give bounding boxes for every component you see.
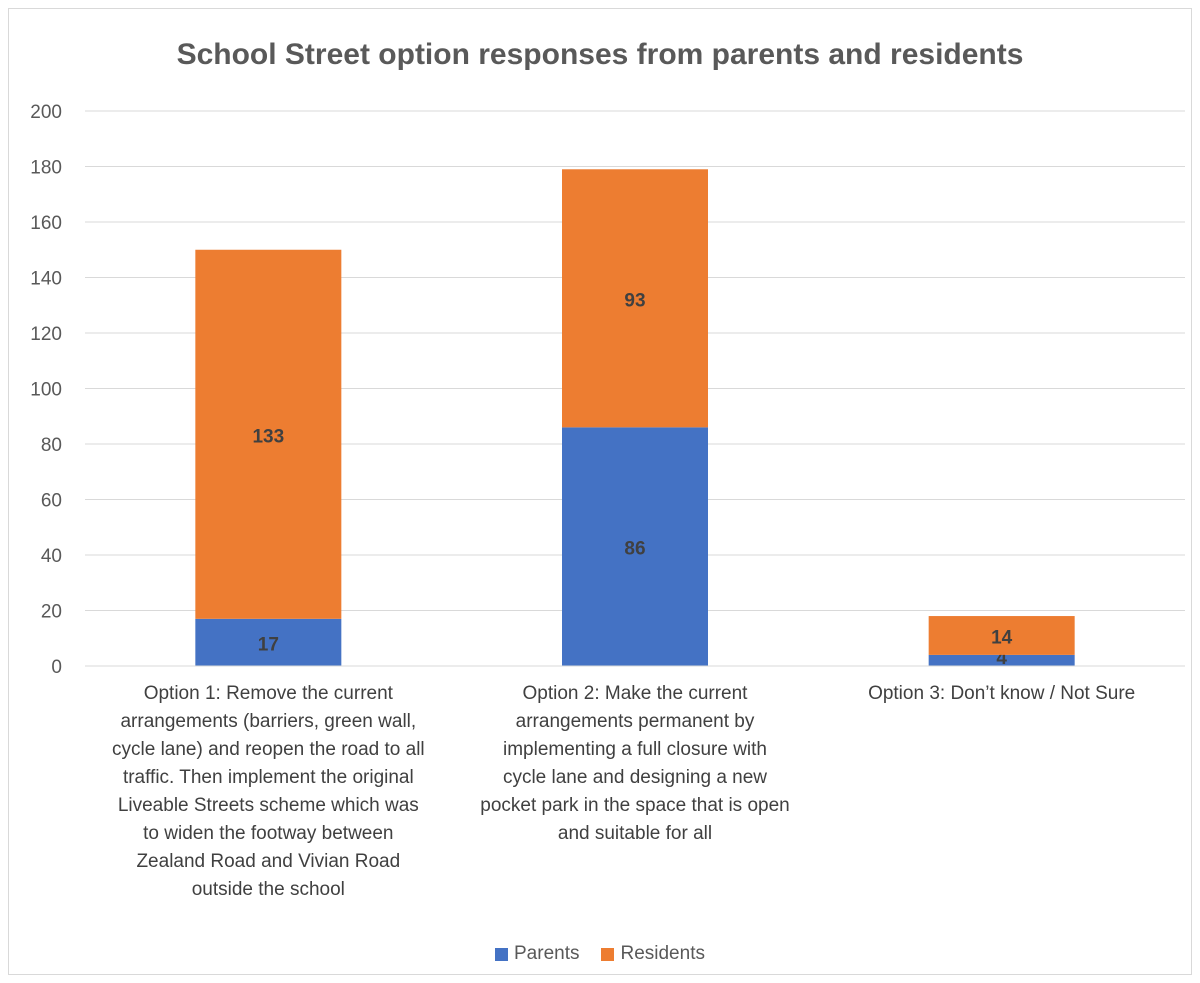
bar-residents-1 bbox=[195, 249, 342, 619]
data-label: 14 bbox=[991, 627, 1013, 648]
y-tick-label: 0 bbox=[51, 657, 62, 678]
y-tick-label: 140 bbox=[30, 269, 62, 290]
legend-item-parents: Parents bbox=[495, 943, 579, 965]
legend-label-parents: Parents bbox=[514, 943, 580, 964]
legend-label-residents: Residents bbox=[620, 943, 705, 964]
bar-residents-2 bbox=[562, 169, 708, 428]
y-tick-label: 60 bbox=[41, 491, 62, 512]
bar-parents-1 bbox=[195, 618, 342, 666]
data-label: 133 bbox=[252, 426, 284, 447]
y-tick-label: 200 bbox=[30, 102, 62, 123]
y-tick-label: 120 bbox=[30, 324, 62, 345]
legend-swatch-residents bbox=[601, 947, 615, 961]
category-label-1: Option 1: Remove the current arrangements… bbox=[112, 683, 425, 900]
legend-swatch-parents bbox=[495, 947, 508, 961]
data-label: 17 bbox=[258, 634, 279, 655]
y-tick-label: 100 bbox=[30, 380, 62, 401]
data-label: 93 bbox=[624, 290, 645, 311]
category-label-3: Option 3: Don’t know / Not Sure bbox=[868, 683, 1136, 704]
y-tick-label: 20 bbox=[41, 602, 62, 623]
bar-parents-2 bbox=[562, 427, 708, 666]
bar-parents-3 bbox=[928, 654, 1075, 666]
category-label-2: Option 2: Make the current arrangements p… bbox=[480, 683, 790, 844]
chart-title: School Street option responses from pare… bbox=[176, 38, 1024, 71]
legend: Parents Residents bbox=[0, 943, 1200, 965]
y-tick-label: 80 bbox=[41, 435, 62, 456]
y-tick-label: 180 bbox=[30, 158, 62, 179]
bar-residents-3 bbox=[928, 616, 1075, 655]
legend-item-residents: Residents bbox=[601, 943, 705, 965]
data-label: 86 bbox=[624, 539, 645, 560]
y-tick-label: 160 bbox=[30, 213, 62, 234]
y-tick-label: 40 bbox=[41, 546, 62, 567]
data-label: 4 bbox=[996, 648, 1007, 669]
